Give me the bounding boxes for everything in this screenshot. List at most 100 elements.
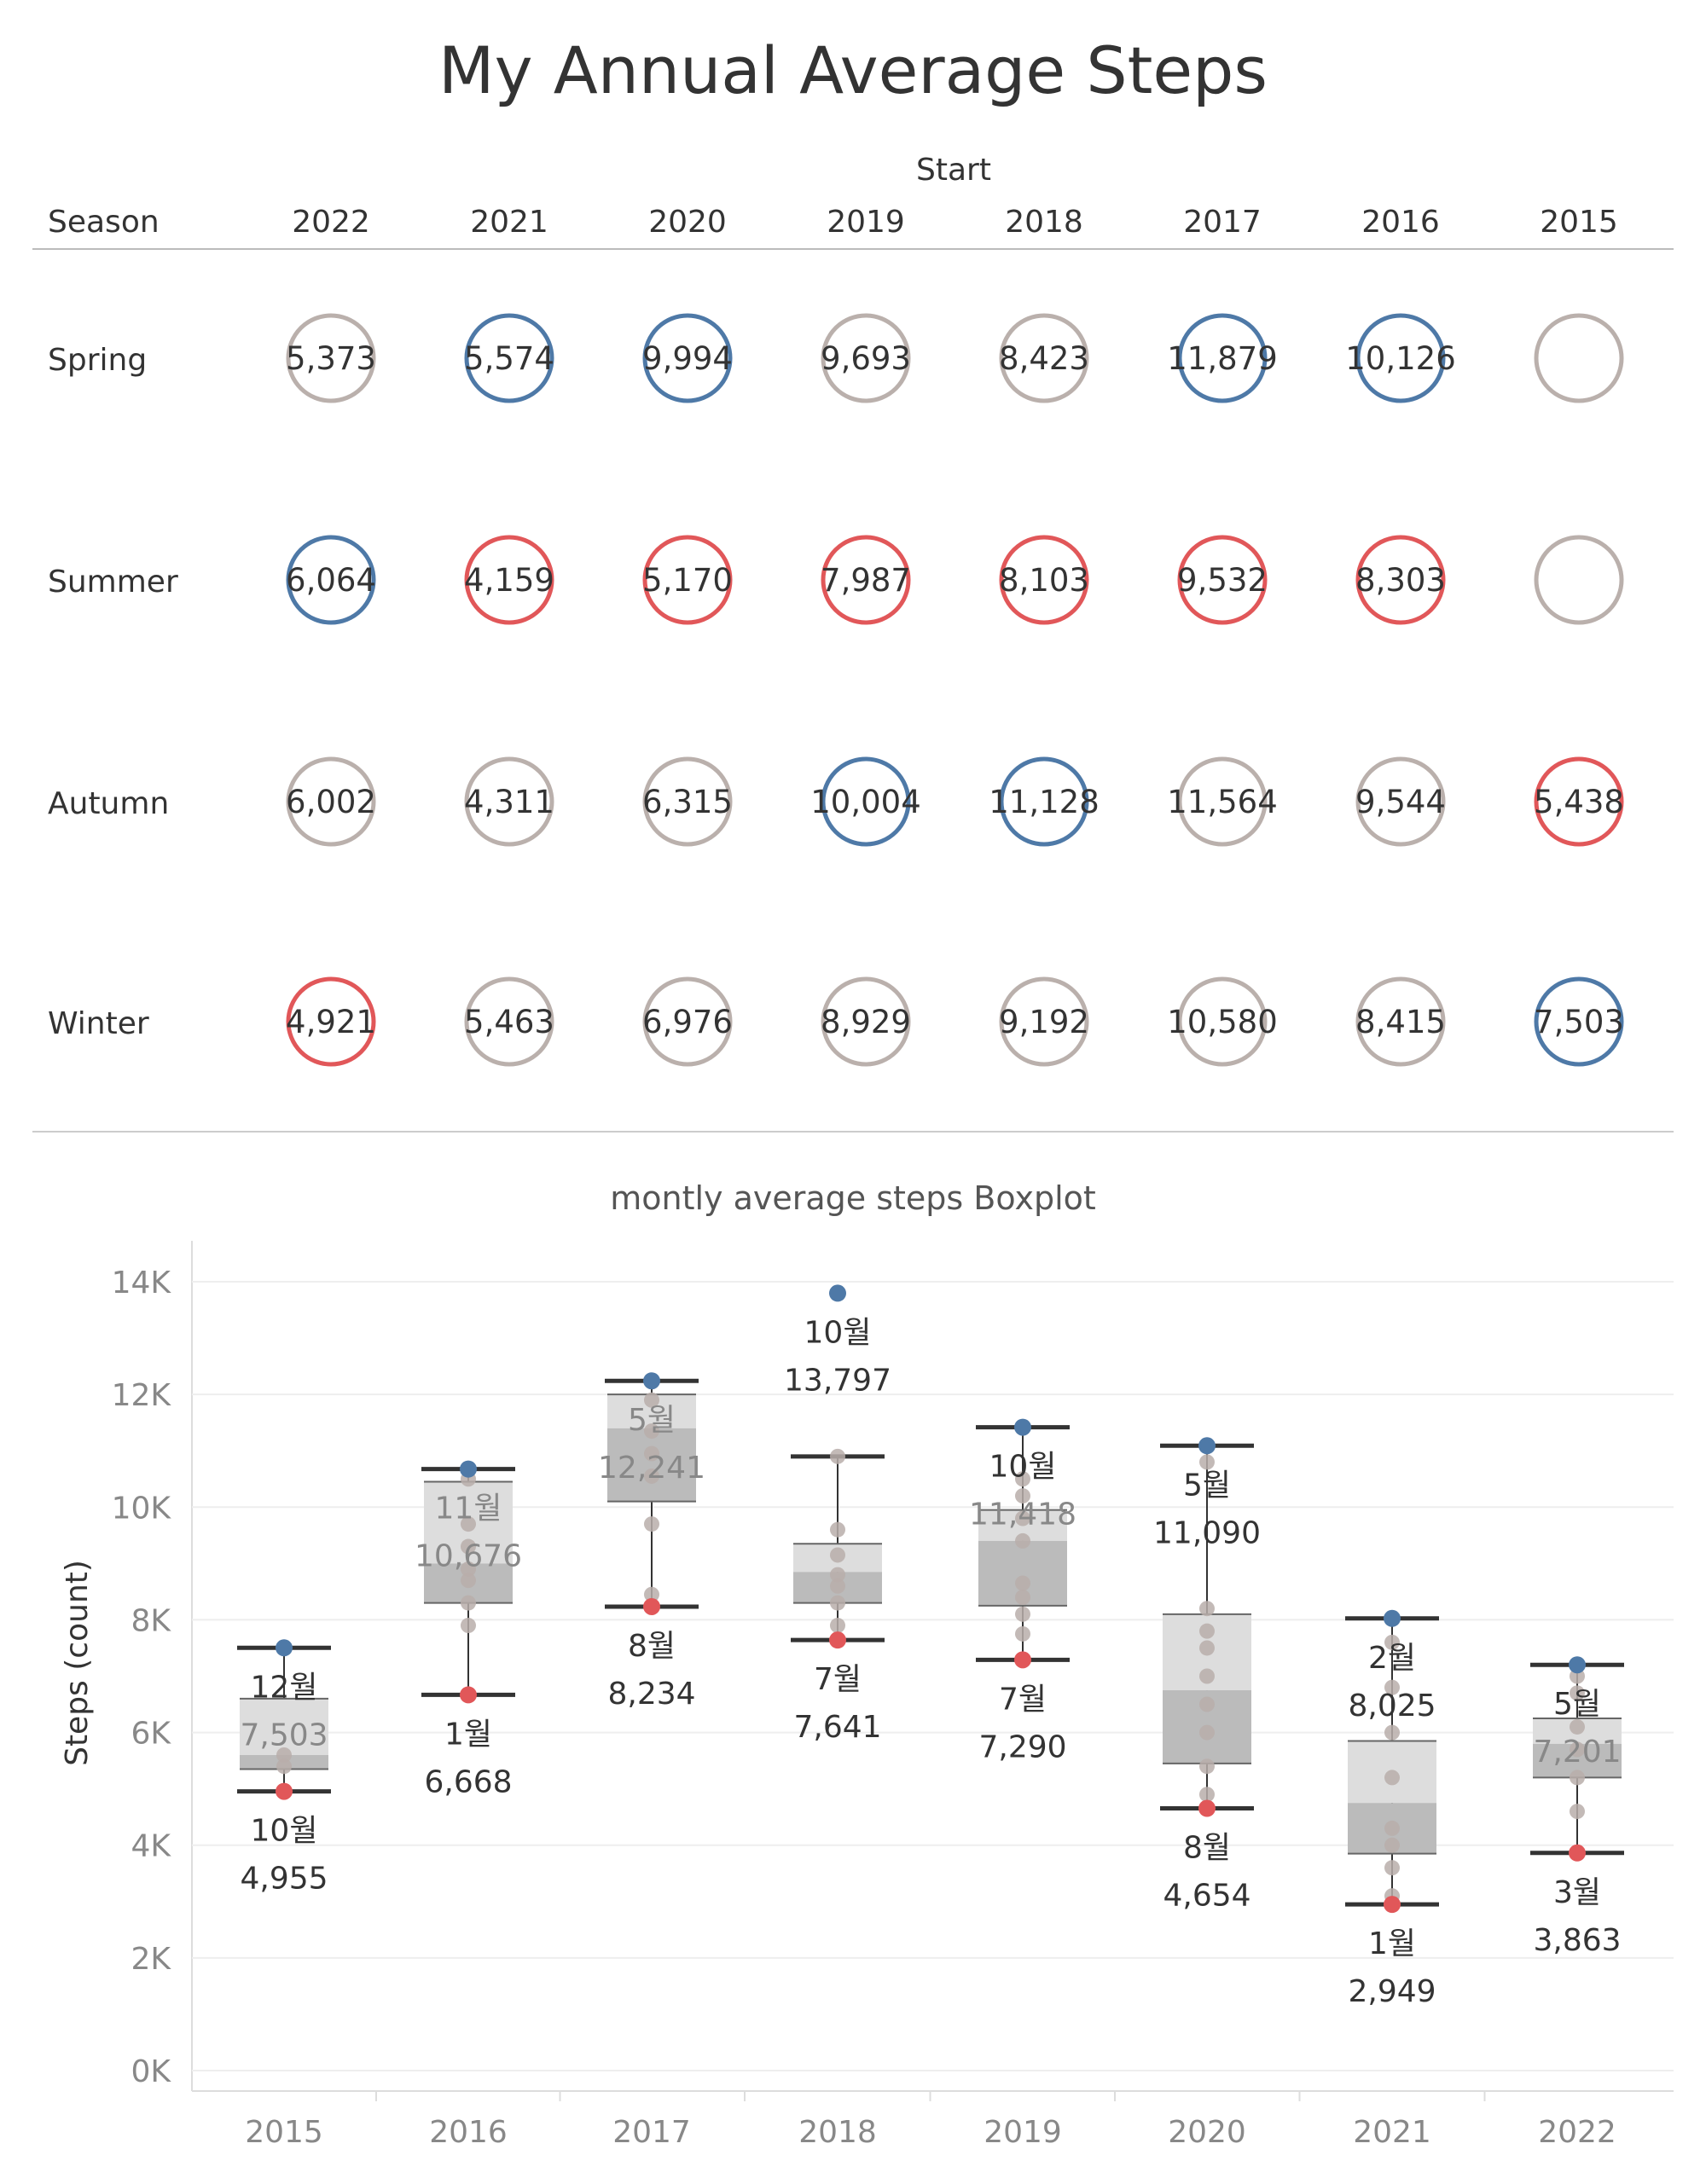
season-value: 7,987	[821, 562, 911, 599]
season-value: 4,159	[464, 562, 554, 599]
max-month-label: 11월	[435, 1492, 502, 1526]
max-point	[1569, 1656, 1586, 1674]
min-value-label: 8,234	[607, 1677, 695, 1712]
max-value-label: 7,201	[1533, 1735, 1621, 1770]
season-circle-neutral	[286, 313, 376, 403]
max-month-label: 2월	[1368, 1641, 1416, 1676]
season-value: 10,004	[810, 784, 920, 820]
month-point	[1384, 1724, 1400, 1741]
season-circle-high	[286, 535, 376, 625]
season-value: 6,315	[642, 784, 733, 820]
month-point	[276, 1758, 292, 1775]
month-point	[830, 1547, 845, 1563]
month-point	[1570, 1804, 1585, 1820]
min-month-label: 8월	[628, 1629, 676, 1664]
season-value: 7,503	[1534, 1004, 1624, 1040]
season-circle-neutral	[464, 976, 554, 1067]
season-circle-high	[1177, 313, 1268, 403]
max-value-label: 13,797	[784, 1363, 891, 1398]
min-value-label: 6,668	[424, 1764, 512, 1799]
month-point	[1384, 1820, 1400, 1836]
month-point	[461, 1538, 476, 1555]
season-value: 8,103	[999, 562, 1089, 599]
season-value: 11,879	[1167, 340, 1277, 377]
season-value: 9,544	[1355, 784, 1446, 820]
month-point	[644, 1392, 659, 1408]
column-group-label: Start	[916, 153, 991, 188]
month-point	[1015, 1471, 1030, 1487]
season-value: 5,170	[642, 562, 733, 599]
season-value: 9,693	[821, 340, 911, 377]
season-value: 8,929	[821, 1004, 911, 1040]
column-header-year: 2022	[292, 205, 370, 240]
min-point	[276, 1782, 293, 1800]
min-month-label: 1월	[1368, 1926, 1416, 1961]
max-point	[460, 1460, 477, 1478]
month-point	[644, 1468, 659, 1484]
boxplot-title: montly average steps Boxplot	[610, 1179, 1096, 1217]
season-circle-neutral	[1534, 313, 1624, 403]
season-value: 9,192	[999, 1004, 1089, 1040]
month-point	[830, 1595, 845, 1611]
min-month-label: 3월	[1553, 1875, 1601, 1910]
month-point	[1199, 1696, 1215, 1712]
max-point	[1014, 1418, 1031, 1436]
min-point	[1569, 1844, 1586, 1862]
min-value-label: 4,654	[1163, 1879, 1250, 1914]
month-point	[1015, 1488, 1030, 1504]
x-tick-label: 2022	[1538, 2115, 1616, 2150]
season-circle-neutral	[642, 756, 733, 847]
max-point	[1198, 1437, 1216, 1455]
max-value-label: 10,676	[415, 1539, 522, 1574]
x-tick-label: 2021	[1353, 2115, 1431, 2150]
column-header-year: 2019	[827, 205, 905, 240]
y-tick-label: 2K	[131, 1942, 171, 1977]
x-tick-label: 2020	[1168, 2115, 1246, 2150]
month-point	[1199, 1623, 1215, 1639]
month-point	[830, 1578, 845, 1594]
season-circle-low	[642, 535, 733, 625]
season-value: 8,423	[999, 340, 1089, 377]
min-point	[1384, 1896, 1401, 1914]
month-point	[1015, 1575, 1030, 1591]
season-circle-neutral	[642, 976, 733, 1067]
min-month-label: 7월	[999, 1682, 1047, 1717]
x-tick-label: 2016	[429, 2115, 508, 2150]
season-circle-low	[999, 535, 1089, 625]
season-value: 10,126	[1345, 340, 1455, 377]
month-point	[461, 1561, 476, 1577]
min-value-label: 7,641	[793, 1710, 881, 1745]
season-value: 11,128	[989, 784, 1099, 820]
min-point	[1014, 1651, 1031, 1669]
min-point	[829, 1631, 846, 1649]
min-point	[460, 1686, 477, 1704]
max-month-label: 5월	[1183, 1468, 1231, 1503]
season-label: Spring	[48, 343, 147, 378]
season-value: 5,438	[1534, 784, 1624, 820]
month-point	[1199, 1668, 1215, 1684]
max-point	[276, 1639, 293, 1657]
max-month-label: 10월	[804, 1315, 872, 1350]
y-tick-label: 0K	[131, 2054, 171, 2089]
month-point	[276, 1747, 292, 1763]
column-header-year: 2020	[648, 205, 727, 240]
min-point	[1198, 1799, 1216, 1817]
column-header-year: 2016	[1361, 205, 1440, 240]
month-point	[1015, 1532, 1030, 1549]
month-point	[1199, 1787, 1215, 1803]
max-point	[643, 1372, 660, 1390]
y-tick-label: 10K	[112, 1491, 172, 1526]
min-month-label: 8월	[1183, 1831, 1231, 1866]
max-value-label: 8,025	[1348, 1689, 1436, 1723]
month-point	[644, 1423, 659, 1440]
min-month-label: 7월	[814, 1662, 862, 1697]
month-point	[461, 1573, 476, 1589]
season-value: 9,994	[642, 340, 733, 377]
min-value-label: 3,863	[1533, 1923, 1621, 1958]
month-point	[644, 1445, 659, 1462]
season-value: 11,564	[1167, 784, 1277, 820]
max-value-label: 11,090	[1153, 1515, 1261, 1550]
max-month-label: 12월	[251, 1670, 318, 1705]
min-point	[643, 1597, 660, 1615]
